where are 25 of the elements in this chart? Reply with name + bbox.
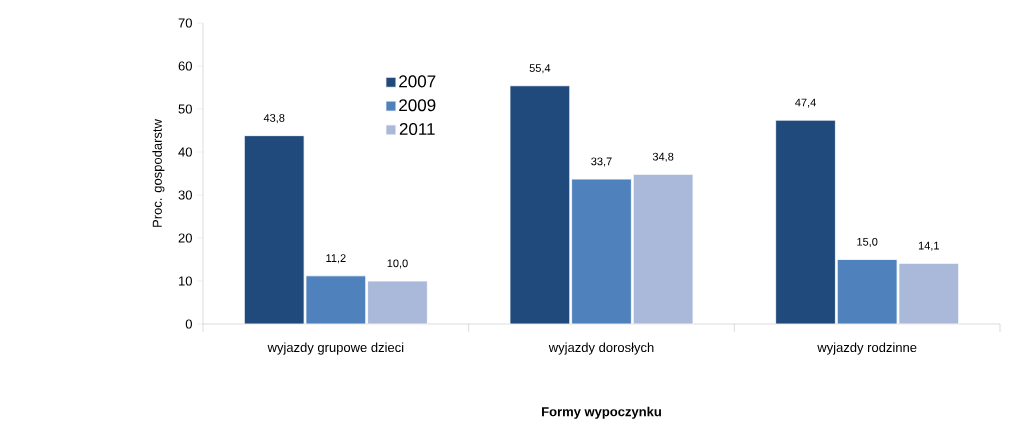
x-tick-label: wyjazdy dorosłych	[548, 342, 654, 355]
y-tick-label: 50	[178, 104, 192, 114]
y-tick-label: 10	[179, 276, 192, 286]
data-label: 43,8	[263, 114, 285, 124]
y-axis-title: Proc. gospodarstw	[152, 119, 165, 227]
data-label: 33,7	[591, 157, 612, 167]
y-tick-label: 40	[178, 147, 192, 157]
x-axis-title: Formy wypoczynku	[542, 406, 661, 419]
data-label: 14,1	[918, 241, 939, 251]
data-label: 55,4	[529, 64, 551, 74]
data-label: 34,8	[652, 152, 674, 162]
legend-label: 2011	[399, 123, 435, 136]
data-label: 10,0	[387, 259, 408, 269]
data-label: 11,2	[326, 254, 346, 264]
x-tick-label: wyjazdy rodzinne	[817, 342, 917, 355]
legend-label: 2009	[399, 99, 436, 112]
y-tick-label: 70	[178, 18, 192, 28]
legend-label: 2007	[399, 75, 436, 88]
data-label: 47,4	[795, 98, 816, 108]
data-label: 15,0	[857, 237, 878, 247]
y-tick-label: 60	[178, 61, 192, 71]
y-tick-label: 0	[185, 319, 192, 329]
x-tick-label: wyjazdy grupowe dzieci	[267, 342, 404, 355]
y-tick-label: 20	[178, 233, 192, 243]
y-tick-label: 30	[178, 190, 192, 200]
